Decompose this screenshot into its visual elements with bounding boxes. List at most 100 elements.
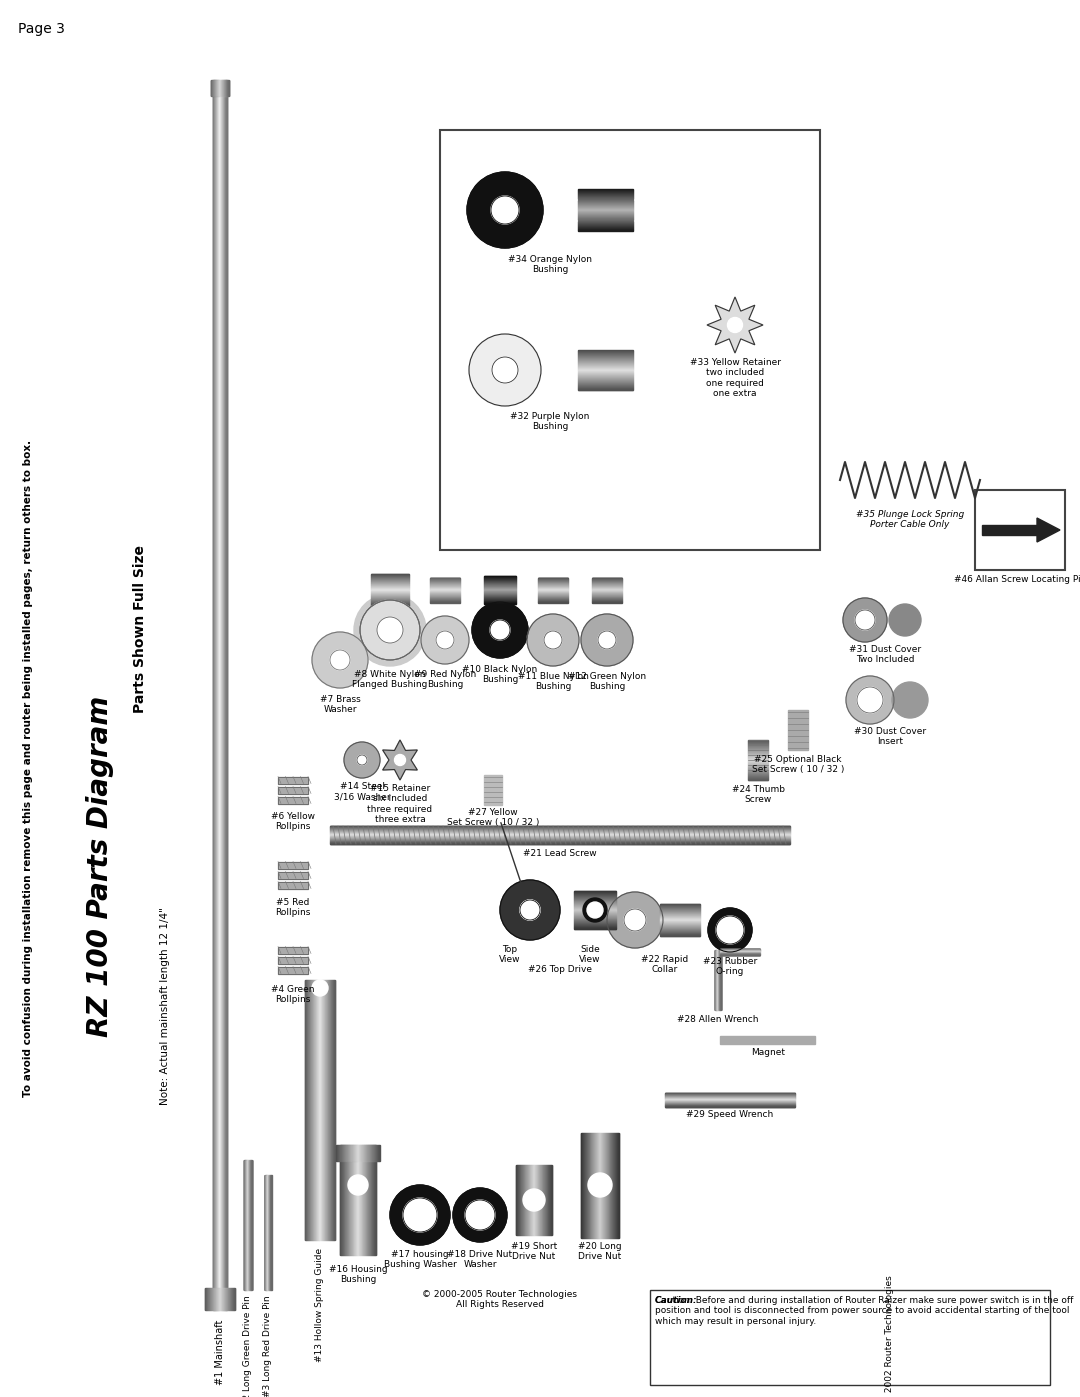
Bar [278, 796, 308, 803]
Bar [440, 130, 820, 550]
Text: #28 Allen Wrench: #28 Allen Wrench [677, 1016, 759, 1024]
Text: #9 Red Nylon
Bushing: #9 Red Nylon Bushing [414, 671, 476, 689]
Circle shape [377, 617, 403, 643]
Circle shape [436, 631, 454, 650]
Circle shape [889, 604, 921, 636]
Text: #2 Long Green Drive Pin: #2 Long Green Drive Pin [243, 1295, 253, 1397]
Bar [278, 862, 308, 869]
Text: #10 Black Nylon
Bushing: #10 Black Nylon Bushing [462, 665, 538, 685]
Bar [720, 1037, 815, 1044]
Circle shape [728, 317, 743, 332]
Polygon shape [707, 298, 762, 353]
Circle shape [360, 599, 420, 659]
Circle shape [492, 358, 518, 383]
Text: RZ 100 Parts Diagram: RZ 100 Parts Diagram [86, 696, 114, 1037]
Circle shape [500, 880, 561, 940]
Text: #33 Yellow Retainer
two included
one required
one extra: #33 Yellow Retainer two included one req… [689, 358, 781, 398]
Text: #17 housing
Bushing Washer: #17 housing Bushing Washer [383, 1250, 457, 1270]
Circle shape [394, 754, 405, 766]
Text: #3 Long Red Drive Pin: #3 Long Red Drive Pin [264, 1295, 272, 1397]
Text: #16 Housing
Bushing: #16 Housing Bushing [328, 1266, 388, 1284]
Text: © 2002 Router Technologies: © 2002 Router Technologies [886, 1275, 894, 1397]
Bar [975, 490, 1065, 570]
Text: #5 Red
Rollpins: #5 Red Rollpins [275, 898, 311, 918]
Circle shape [544, 631, 562, 650]
Text: #27 Yellow
Set Screw ( 10 / 32 ): #27 Yellow Set Screw ( 10 / 32 ) [447, 807, 539, 827]
Circle shape [403, 1199, 437, 1232]
Polygon shape [1037, 518, 1059, 542]
Bar [788, 710, 808, 750]
Text: #31 Dust Cover
Two Included: #31 Dust Cover Two Included [849, 645, 921, 665]
Circle shape [377, 617, 403, 643]
Bar [650, 1289, 1050, 1384]
Bar [278, 787, 308, 793]
Text: #8 White Nylon
Flanged Bushing: #8 White Nylon Flanged Bushing [352, 671, 428, 689]
Circle shape [716, 916, 744, 944]
Circle shape [588, 1173, 612, 1197]
Circle shape [855, 610, 875, 630]
Bar [278, 796, 308, 803]
Bar [278, 787, 308, 793]
Text: #12 Green Nylon
Bushing: #12 Green Nylon Bushing [568, 672, 646, 692]
Circle shape [523, 1189, 545, 1211]
Text: #11 Blue Nylon
Bushing: #11 Blue Nylon Bushing [517, 672, 589, 692]
Text: © 2000-2005 Router Technologies
All Rights Reserved: © 2000-2005 Router Technologies All Righ… [422, 1289, 578, 1309]
Circle shape [469, 334, 541, 407]
Text: #6 Yellow
Rollpins: #6 Yellow Rollpins [271, 812, 315, 831]
Text: #32 Purple Nylon
Bushing: #32 Purple Nylon Bushing [511, 412, 590, 432]
Circle shape [892, 682, 928, 718]
Circle shape [348, 1175, 368, 1194]
Bar [278, 872, 308, 879]
Circle shape [390, 1185, 450, 1245]
Text: #25 Optional Black
Set Screw ( 10 / 32 ): #25 Optional Black Set Screw ( 10 / 32 ) [752, 754, 845, 774]
Text: #18 Drive Nut
Washer: #18 Drive Nut Washer [447, 1250, 513, 1270]
Text: Parts Shown Full Size: Parts Shown Full Size [133, 545, 147, 712]
Bar [278, 882, 308, 888]
Bar [278, 862, 308, 869]
Bar [278, 777, 308, 784]
Circle shape [581, 615, 633, 666]
Polygon shape [382, 740, 417, 780]
Circle shape [360, 599, 420, 659]
Bar [484, 775, 502, 805]
Bar [982, 525, 1037, 535]
Circle shape [607, 893, 663, 949]
Text: #22 Rapid
Collar: #22 Rapid Collar [642, 956, 689, 974]
Text: #14 Steel
3/16 Washer: #14 Steel 3/16 Washer [334, 782, 390, 802]
Circle shape [453, 1187, 507, 1242]
Circle shape [588, 902, 603, 918]
Text: #21 Lead Screw: #21 Lead Screw [523, 849, 597, 858]
Bar [278, 882, 308, 888]
Bar [278, 872, 308, 879]
Text: #20 Long
Drive Nut: #20 Long Drive Nut [578, 1242, 622, 1261]
Circle shape [354, 594, 426, 666]
Text: #7 Brass
Washer: #7 Brass Washer [320, 694, 361, 714]
Bar [278, 947, 308, 954]
Text: Caution:: Caution: [654, 1296, 698, 1305]
Text: Note: Actual mainshaft length 12 1/4": Note: Actual mainshaft length 12 1/4" [160, 907, 170, 1105]
Text: #19 Short
Drive Nut: #19 Short Drive Nut [511, 1242, 557, 1261]
Text: Page 3: Page 3 [18, 22, 65, 36]
Circle shape [491, 196, 519, 224]
Bar [278, 777, 308, 784]
Text: #1 Mainshaft: #1 Mainshaft [215, 1320, 225, 1386]
Circle shape [467, 172, 543, 249]
Circle shape [357, 754, 367, 766]
Text: Top
View: Top View [499, 944, 521, 964]
Circle shape [846, 676, 894, 724]
Text: #30 Dust Cover
Insert: #30 Dust Cover Insert [854, 726, 926, 746]
Text: #15 Retainer
six included
three required
three extra: #15 Retainer six included three required… [367, 784, 433, 824]
Circle shape [312, 631, 368, 687]
Circle shape [858, 687, 883, 712]
Bar [278, 967, 308, 974]
Text: To avoid confusion during installation remove this page and router being install: To avoid confusion during installation r… [23, 440, 33, 1097]
Text: #34 Orange Nylon
Bushing: #34 Orange Nylon Bushing [508, 256, 592, 274]
Text: #4 Green
Rollpins: #4 Green Rollpins [271, 985, 314, 1004]
Circle shape [360, 599, 420, 659]
Bar [278, 947, 308, 954]
Circle shape [421, 616, 469, 664]
Circle shape [312, 981, 328, 996]
Circle shape [490, 620, 510, 640]
Text: #46 Allan Screw Locating Pin: #46 Allan Screw Locating Pin [954, 576, 1080, 584]
Circle shape [330, 650, 350, 671]
